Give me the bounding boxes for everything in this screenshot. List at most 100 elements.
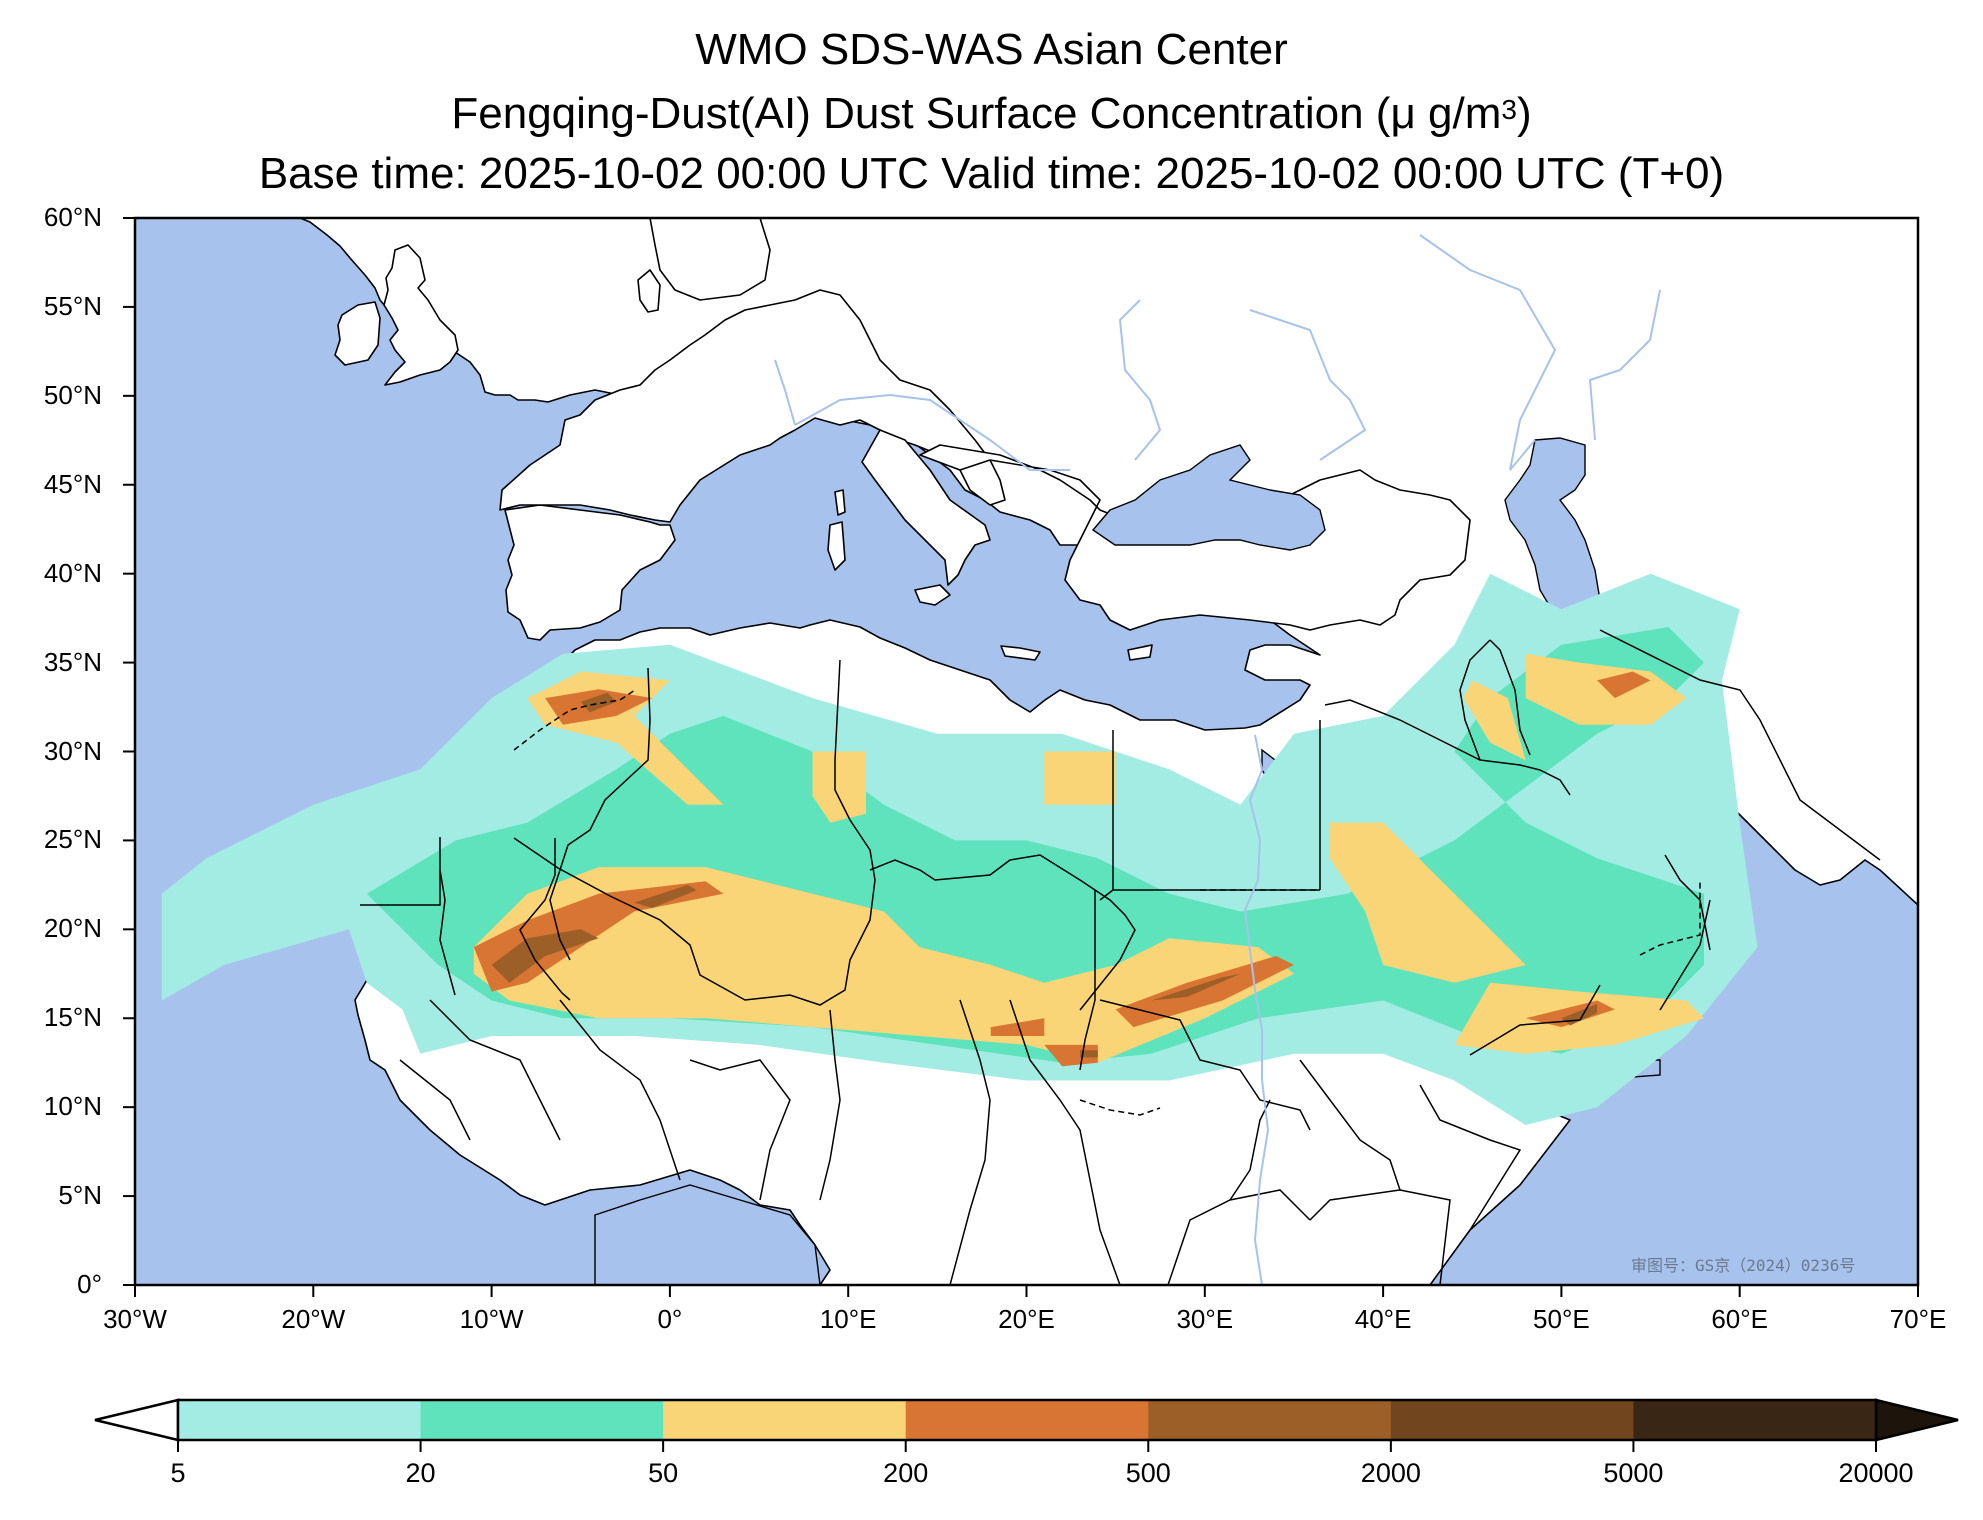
colorbar-tick-label: 2000 (1360, 1458, 1421, 1488)
black-sea (1091, 444, 1326, 551)
colorbar-segment (1390, 1400, 1634, 1440)
border-line (1599, 629, 1881, 861)
title-product-text: Fengqing-Dust(AI) Dust Surface Concentra… (451, 89, 1502, 138)
y-tick-label: 40°N (43, 557, 102, 588)
colorbar-tick-label: 5 (170, 1458, 186, 1488)
x-axis-ticks (134, 1285, 1919, 1297)
colorbar-segment (663, 1400, 907, 1440)
y-tick-label: 5°N (58, 1180, 102, 1211)
dust-level-500 (491, 929, 599, 983)
dust-level-200 (1044, 1044, 1098, 1067)
dust-level-50 (1525, 653, 1687, 725)
y-tick-label: 35°N (43, 646, 102, 677)
dust-level-500 (634, 884, 697, 908)
country-borders (360, 629, 1881, 1285)
y-tick-label: 60°N (43, 202, 102, 232)
colorbar-under-arrow (94, 1398, 180, 1442)
border-line (559, 999, 681, 1181)
border-line (1299, 1059, 1401, 1221)
river-don (1249, 309, 1367, 461)
river-dnieper (1118, 299, 1162, 461)
border-line (949, 999, 991, 1285)
land-iberia (504, 504, 676, 641)
dust-level-500 (1561, 1004, 1598, 1026)
border-line (1099, 999, 1311, 1131)
land-denmark (637, 269, 661, 313)
dust-level-50 (812, 751, 866, 823)
border-line (869, 854, 1136, 1011)
x-tick-label: 30°W (103, 1304, 167, 1334)
border-line (549, 667, 651, 961)
border-dashed (513, 689, 636, 751)
border-line (1079, 890, 1096, 1071)
border-line (689, 1059, 791, 1201)
x-tick-label: 60°E (1711, 1304, 1769, 1334)
land-crete (1000, 645, 1041, 661)
x-tick-label: 30°E (1176, 1304, 1234, 1334)
x-tick-label: 0° (657, 1304, 683, 1334)
x-tick-label: 20°E (998, 1304, 1055, 1334)
border-line (519, 838, 571, 1001)
dust-level-50 (1463, 680, 1526, 761)
river-ural (1588, 289, 1661, 441)
y-tick-label: 50°N (43, 379, 102, 410)
dust-layer (161, 573, 1758, 1125)
border-line (1659, 899, 1711, 1011)
border-line (1469, 984, 1601, 1056)
border-line (1399, 1189, 1451, 1285)
rivers (774, 234, 1661, 1285)
colorbar-tick-label: 20000 (1838, 1458, 1914, 1488)
land-great-britain (383, 244, 459, 386)
disputed-borders (513, 689, 1701, 1116)
river-nile (1243, 734, 1270, 1285)
border-line (399, 1059, 471, 1141)
x-tick-label: 40°E (1354, 1304, 1412, 1334)
border-line (513, 659, 876, 1006)
land-ireland (334, 301, 381, 366)
y-axis-ticks (123, 217, 135, 1286)
y-tick-label: 55°N (43, 290, 102, 321)
land-france (499, 289, 1006, 523)
y-tick-label: 0° (77, 1269, 102, 1299)
colorbar-tick-label: 5000 (1603, 1458, 1664, 1488)
border-line (1324, 699, 1541, 771)
colorbar-segment (178, 1400, 422, 1440)
dust-level-500 (1151, 973, 1241, 1001)
title-product-superscript: 3 (1501, 94, 1517, 125)
x-tick-label: 50°E (1533, 1304, 1590, 1334)
dust-level-500 (1080, 1050, 1098, 1058)
dust-level-200 (990, 1018, 1045, 1036)
land-corsica (834, 489, 846, 516)
y-tick-label: 30°N (43, 735, 102, 766)
border-line (1459, 639, 1491, 761)
colorbar-tick-label: 200 (883, 1458, 929, 1488)
colorbar-segment (420, 1400, 664, 1440)
dust-level-50 (473, 867, 1294, 1063)
dust-level-200 (1115, 956, 1294, 1028)
land-sicily (914, 584, 951, 606)
x-tick-label: 70°E (1889, 1304, 1947, 1334)
land-cyprus (1127, 644, 1153, 661)
border-dashed (1079, 1099, 1161, 1116)
gulf-of-guinea (594, 1184, 821, 1285)
river-danube (794, 393, 1070, 471)
colorbar-tick-label: 50 (648, 1458, 679, 1488)
title-center: WMO SDS-WAS Asian Center (695, 25, 1288, 74)
dust-level-50 (1044, 751, 1116, 805)
dust-level-50 (1329, 822, 1526, 983)
border-line (1489, 639, 1531, 756)
title-time: Base time: 2025-10-02 00:00 UTC Valid ti… (258, 149, 1725, 198)
x-tick-label: 10°E (819, 1304, 877, 1334)
x-tick-label: 10°W (459, 1304, 524, 1334)
border-line (1419, 1084, 1522, 1231)
colorbar (94, 1398, 1959, 1452)
title-product: Fengqing-Dust(AI) Dust Surface Concentra… (0, 88, 1983, 140)
colorbar-segment (1633, 1400, 1877, 1440)
y-tick-label: 10°N (43, 1091, 102, 1122)
y-tick-label: 20°N (43, 913, 102, 944)
dust-level-500 (580, 692, 617, 713)
border-line (1539, 769, 1571, 796)
river-volga (1419, 234, 1557, 471)
border-line (819, 1009, 841, 1201)
colorbar-over-arrow (1874, 1398, 1959, 1442)
